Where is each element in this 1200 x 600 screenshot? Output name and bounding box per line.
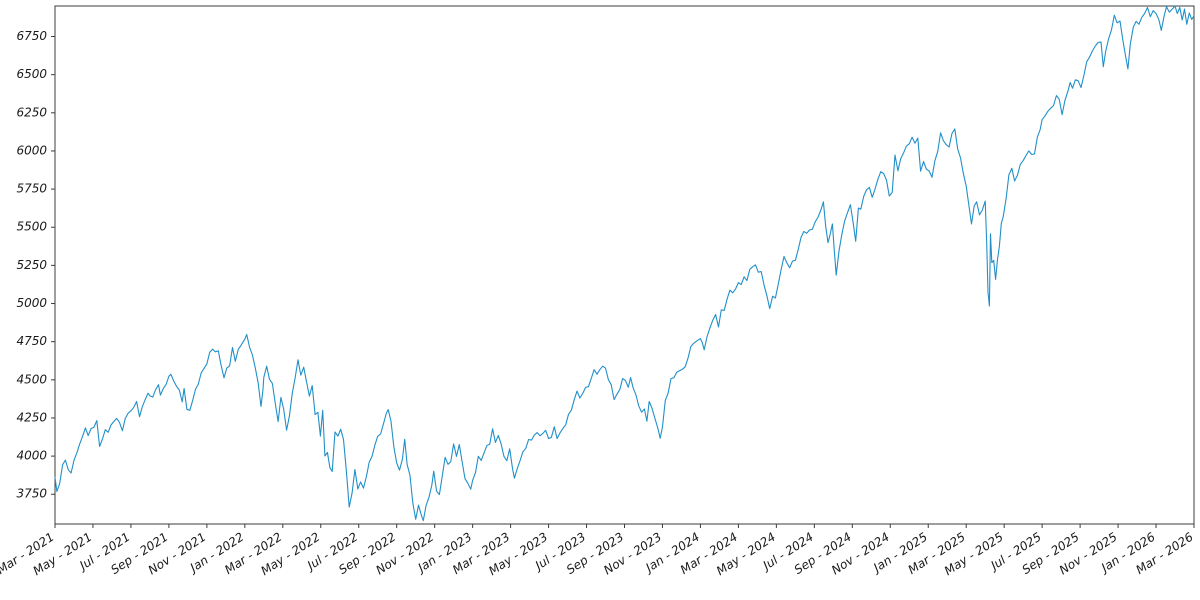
y-tick-label: 4750 xyxy=(16,334,47,348)
y-tick-label: 5750 xyxy=(16,182,47,196)
y-tick-label: 4000 xyxy=(16,449,47,463)
plot-frame xyxy=(54,5,1195,525)
y-tick-label: 5000 xyxy=(16,296,47,310)
y-tick-label: 6000 xyxy=(16,143,47,157)
y-tick-label: 5500 xyxy=(16,220,47,234)
y-tick-label: 4500 xyxy=(16,372,47,386)
y-tick-label: 4250 xyxy=(16,410,47,424)
y-tick-label: 3750 xyxy=(16,487,47,501)
y-tick-label: 6500 xyxy=(16,67,47,81)
y-tick-label: 6250 xyxy=(16,105,47,119)
y-tick-label: 6750 xyxy=(16,29,47,43)
y-tick-label: 5250 xyxy=(16,258,47,272)
price-line-series xyxy=(54,5,1195,522)
